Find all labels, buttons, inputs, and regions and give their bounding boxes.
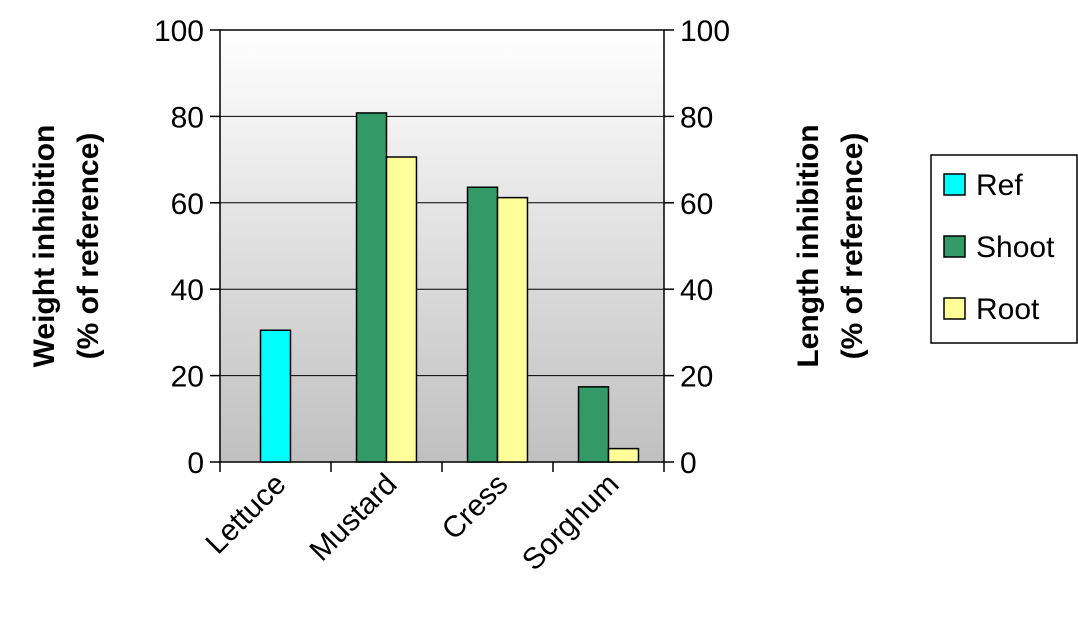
legend-swatch-root <box>943 297 966 320</box>
legend-swatch-shoot <box>943 235 966 258</box>
right-tick-label: 100 <box>680 15 730 48</box>
right-tick-label: 20 <box>680 361 713 394</box>
bar-root-cress <box>496 196 529 463</box>
bar-shoot-mustard <box>355 112 388 463</box>
right-y-axis: 0 20 40 60 80 100 <box>664 15 730 480</box>
left-tick-label: 20 <box>171 361 204 394</box>
right-tick-label: 60 <box>680 188 713 221</box>
left-axis-title-line2: (% of reference) <box>72 133 105 360</box>
bar-shoot-sorghum <box>577 386 610 463</box>
right-tick-label: 40 <box>680 274 713 307</box>
right-axis-title-line2: (% of reference) <box>836 133 869 360</box>
left-y-axis: 0 20 40 60 80 100 <box>154 15 220 480</box>
x-tick-label: Cress <box>436 468 515 547</box>
left-tick-label: 80 <box>171 101 204 134</box>
legend: Ref Shoot Root <box>930 154 1078 344</box>
legend-label-root: Root <box>976 293 1040 326</box>
bar-shoot-cress <box>466 186 499 463</box>
left-tick-label: 40 <box>171 274 204 307</box>
left-axis-title-line1: Weight inhibition <box>28 125 61 368</box>
right-axis-title-line1: Length inhibition <box>792 124 825 367</box>
right-tick-label: 0 <box>680 447 697 480</box>
right-tick-label: 80 <box>680 101 713 134</box>
bar-root-sorghum <box>607 447 640 463</box>
x-tick-label: Sorghum <box>516 468 625 577</box>
x-axis: Lettuce Mustard Cress Sorghum <box>200 462 665 577</box>
grid-lines <box>220 115 664 377</box>
legend-swatch-ref <box>943 173 966 196</box>
bar-root-mustard <box>385 156 418 463</box>
left-tick-label: 60 <box>171 188 204 221</box>
x-tick-label: Lettuce <box>200 468 293 561</box>
legend-label-ref: Ref <box>976 169 1023 202</box>
bar-ref-lettuce <box>259 329 292 463</box>
legend-label-shoot: Shoot <box>976 231 1055 264</box>
x-tick-label: Mustard <box>303 468 403 568</box>
bars <box>259 112 640 463</box>
left-tick-label: 100 <box>154 15 204 48</box>
left-tick-label: 0 <box>187 447 204 480</box>
